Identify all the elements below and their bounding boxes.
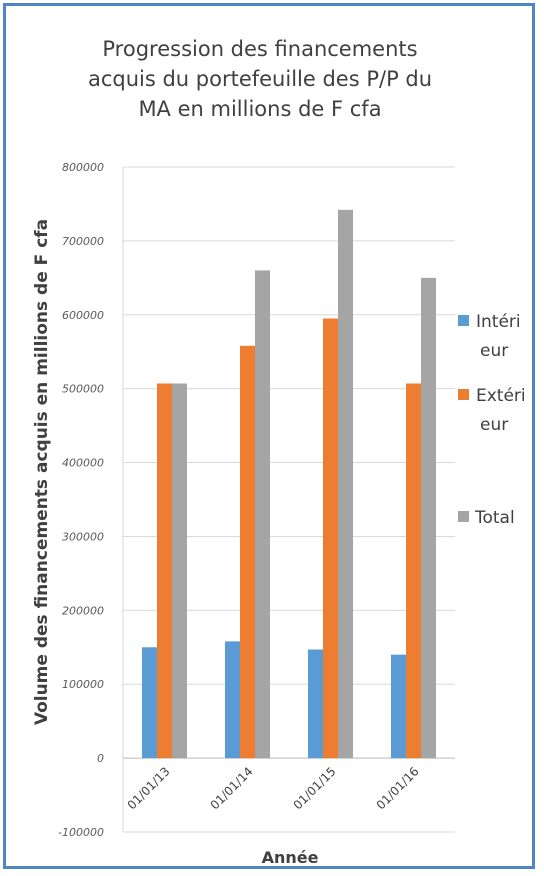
x-axis-title: Année (262, 848, 319, 867)
y-tick-label: 400000 (62, 457, 104, 470)
bar (391, 654, 406, 759)
chart-title-line: Progression des financements (102, 37, 418, 61)
legend-label: eur (480, 341, 508, 361)
x-tick-label: 01/01/14 (208, 764, 256, 812)
y-tick-label: 100000 (62, 678, 104, 691)
bar (421, 277, 436, 759)
bar (157, 383, 172, 759)
y-tick-label: 600000 (62, 309, 104, 322)
legend-label: Extéri (476, 386, 526, 406)
legend-label: eur (480, 415, 508, 435)
y-tick-label: 800000 (62, 161, 104, 174)
bar (323, 318, 338, 759)
legend-swatch (458, 389, 469, 400)
chart-title: Progression des financements acquis du p… (40, 34, 480, 124)
y-tick-label: 200000 (62, 604, 104, 617)
bar (225, 641, 240, 759)
bar (338, 209, 353, 759)
legend-swatch (458, 315, 469, 326)
x-tick-label: 01/01/16 (374, 764, 422, 812)
bar (240, 345, 255, 759)
x-tick-label: 01/01/15 (291, 764, 339, 812)
bar (406, 383, 421, 759)
y-axis-title: Volume des financements acquis en millio… (32, 219, 52, 725)
legend-swatch (458, 511, 469, 522)
legend-label: Intéri (476, 312, 521, 332)
chart-title-line: acquis du portefeuille des P/P du (87, 67, 433, 91)
chart-title-line: MA en millions de F cfa (138, 97, 382, 121)
y-tick-label: 700000 (62, 235, 104, 248)
bar (255, 270, 270, 759)
bar (308, 649, 323, 759)
y-tick-label: 300000 (62, 530, 104, 543)
x-tick-label: 01/01/13 (125, 764, 173, 812)
y-tick-label: 500000 (62, 383, 104, 396)
bar (172, 383, 187, 759)
bar (142, 647, 157, 759)
legend-label: Total (474, 508, 515, 528)
y-tick-label: -100000 (58, 826, 104, 839)
y-tick-label: 0 (97, 752, 104, 765)
